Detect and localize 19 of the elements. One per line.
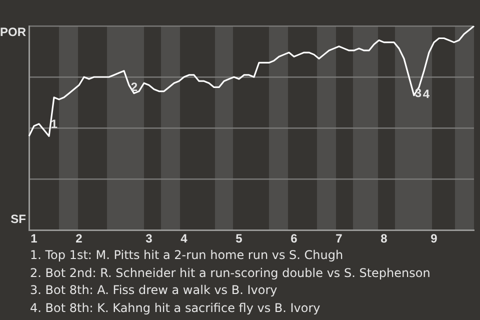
x-tick-label: 9	[430, 232, 438, 246]
x-tick-label: 7	[336, 232, 343, 246]
x-tick-label: 1	[30, 232, 38, 246]
text: 2. Bot 2nd: R. Schneider hit a run-scoring double vs S. Stephenson	[30, 264, 432, 282]
x-tick-label: 3	[146, 232, 153, 246]
x-tick-label: 4	[180, 232, 188, 246]
text: POR	[0, 25, 26, 39]
annotation: 1	[50, 116, 58, 131]
text: SF	[10, 212, 26, 226]
text: 1. Top 1st: M. Pitts hit a 2-run home run vs S. Chugh	[30, 247, 344, 264]
x-tick-label: 6	[290, 232, 298, 246]
annotation: 3	[414, 86, 422, 100]
x-tick-label: 5	[236, 232, 243, 246]
x-tick-label: 2	[76, 232, 83, 246]
text: 3. Bot 8th: A. Fiss drew a walk vs B. Ivory	[30, 282, 278, 299]
x-tick-label: 8	[380, 232, 388, 246]
text: 4. Bot 8th: K. Kahng hit a sacrifice fly vs B. Ivory	[30, 300, 322, 316]
annotation: 2	[130, 80, 138, 94]
annotation: 4	[422, 87, 430, 102]
